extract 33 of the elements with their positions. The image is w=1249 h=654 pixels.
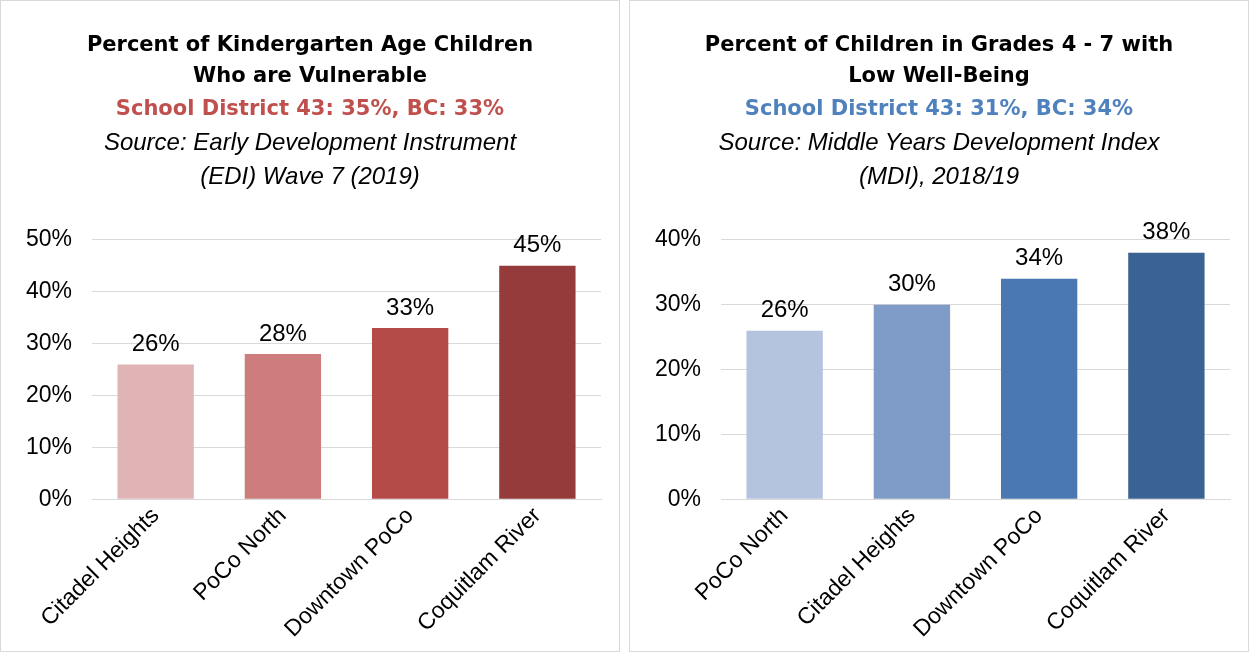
source-note: Source: Middle Years Development Index (MDI), 2018/19 bbox=[717, 127, 1161, 191]
data-label: 28% bbox=[258, 318, 307, 346]
data-label: 38% bbox=[1142, 217, 1191, 245]
bar bbox=[499, 265, 576, 499]
y-tick-label: 10% bbox=[654, 419, 702, 446]
y-tick-label: 40% bbox=[654, 225, 702, 252]
bar bbox=[371, 328, 449, 499]
chart-subtitle: School District 43: 31%, BC: 34% bbox=[743, 95, 1135, 122]
bar bbox=[746, 330, 823, 499]
data-label: 26% bbox=[131, 329, 180, 357]
bar bbox=[1000, 278, 1078, 499]
y-tick-label: 0% bbox=[38, 484, 73, 511]
y-tick-label: 40% bbox=[25, 277, 73, 304]
source-note: Source: Early Development Instrument (EDI) Wave 7 (2019) bbox=[102, 127, 518, 191]
bar bbox=[1128, 252, 1205, 499]
data-label: 34% bbox=[1015, 243, 1064, 271]
bar bbox=[244, 354, 322, 499]
y-tick-label: 50% bbox=[25, 225, 73, 252]
data-label: 26% bbox=[760, 295, 809, 323]
bar bbox=[873, 304, 951, 499]
chart-title: Percent of Kindergarten Age Children Who are Vulnerable bbox=[85, 31, 535, 89]
chart-title: Percent of Children in Grades 4 - 7 with Low Well-Being bbox=[703, 31, 1175, 89]
y-tick-label: 20% bbox=[25, 380, 73, 407]
y-tick-label: 20% bbox=[654, 354, 702, 381]
data-label: 45% bbox=[513, 230, 562, 258]
chart-subtitle: School District 43: 35%, BC: 33% bbox=[114, 95, 506, 122]
y-tick-label: 0% bbox=[667, 484, 702, 511]
y-tick-label: 10% bbox=[25, 432, 73, 459]
y-tick-label: 30% bbox=[25, 328, 73, 355]
bar bbox=[117, 364, 194, 499]
y-tick-label: 30% bbox=[654, 290, 702, 317]
data-label: 30% bbox=[887, 269, 936, 297]
data-label: 33% bbox=[386, 292, 435, 320]
